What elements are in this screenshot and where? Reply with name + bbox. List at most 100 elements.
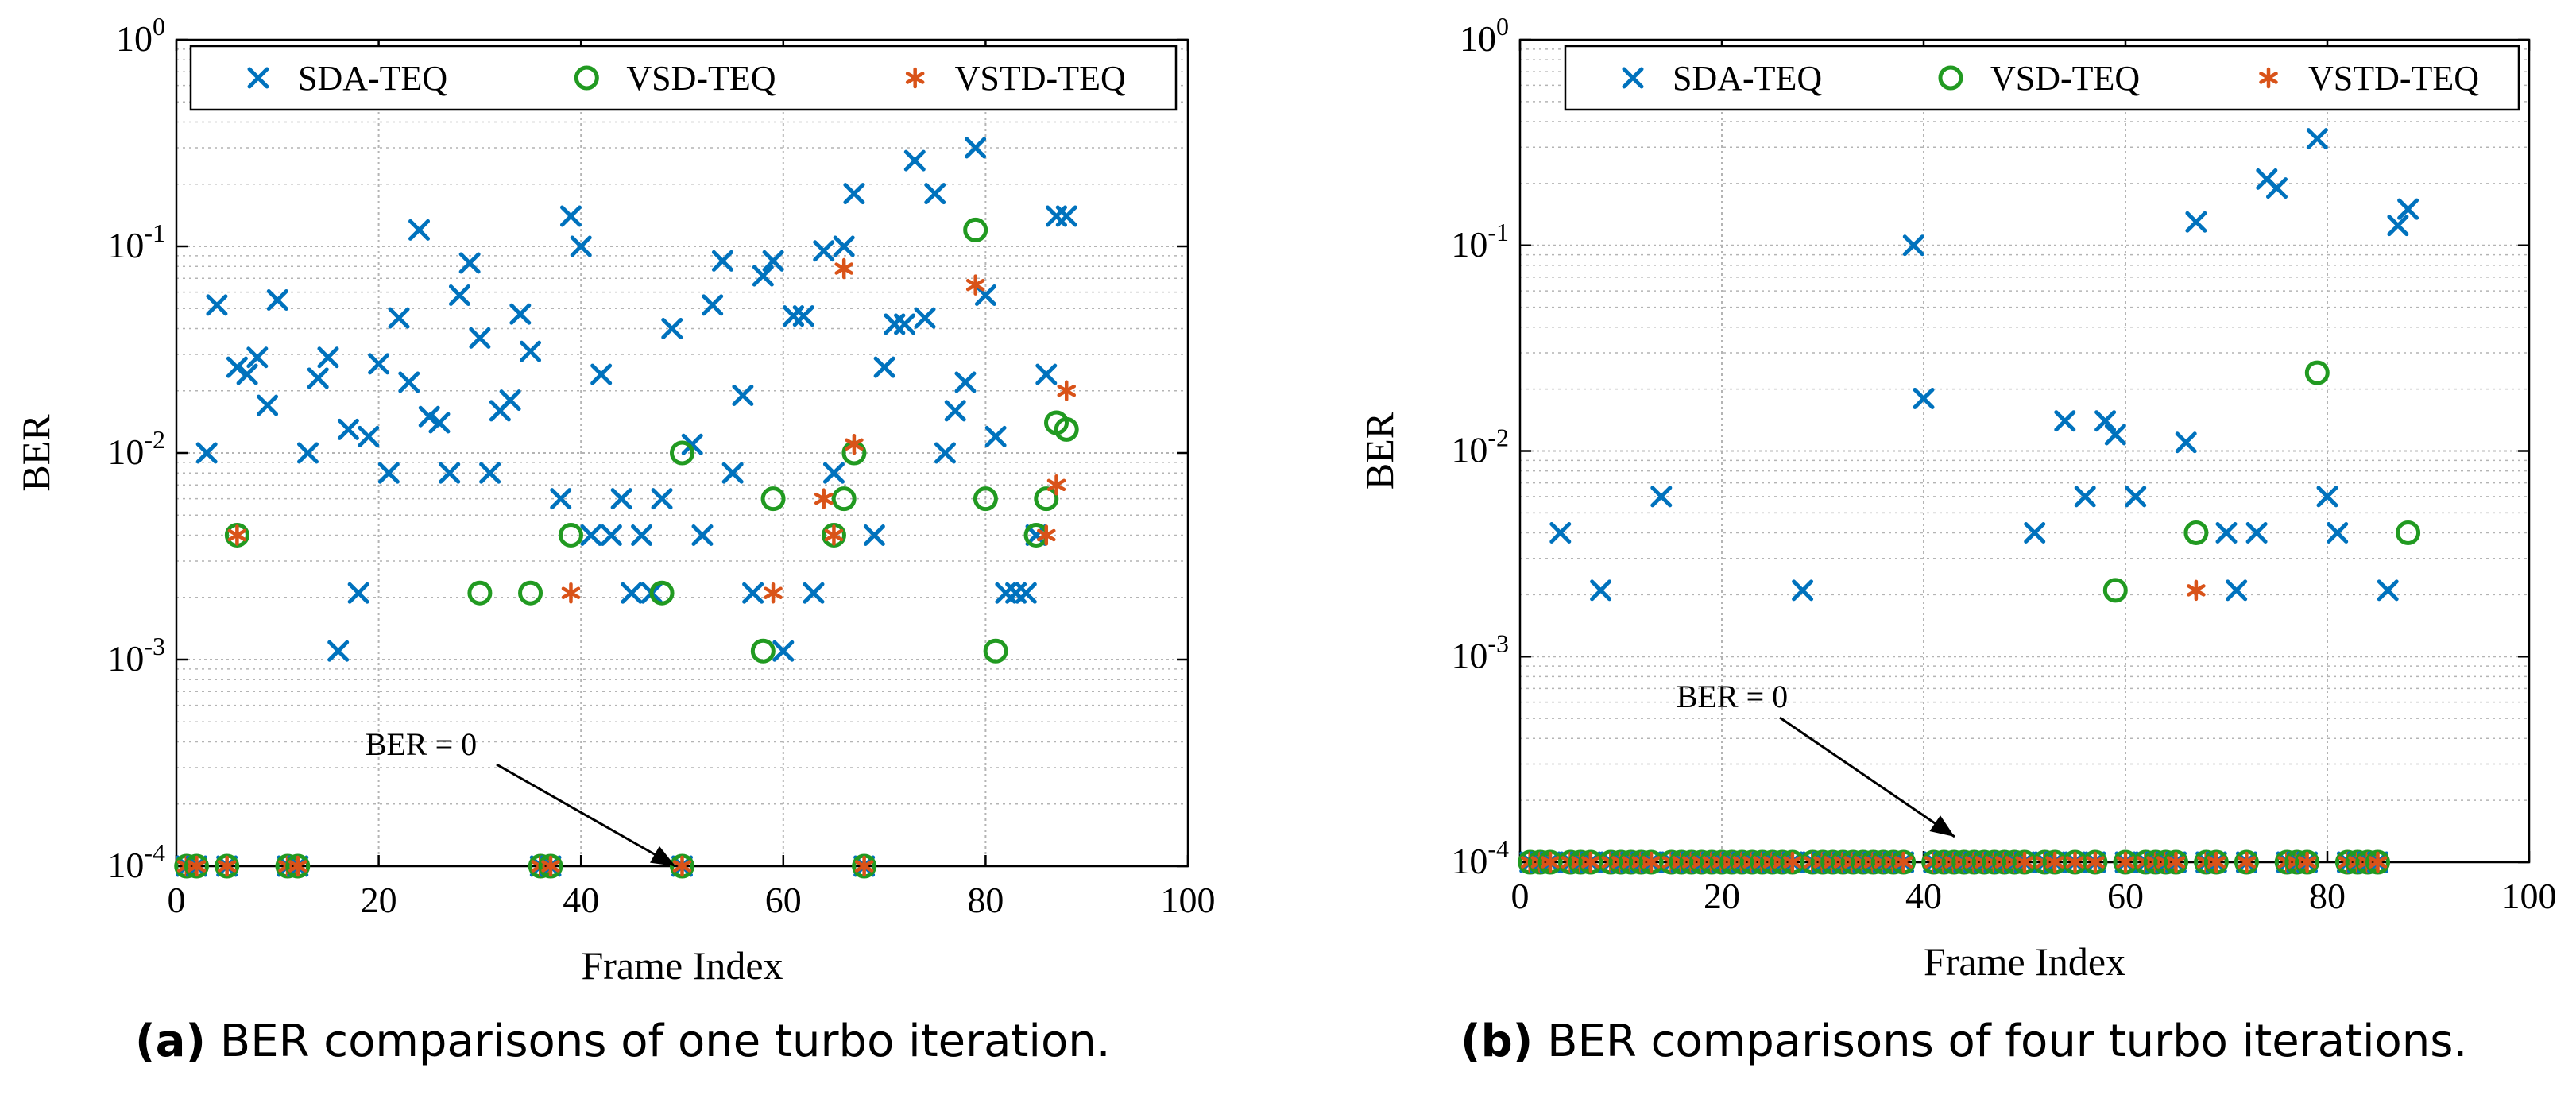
data-point — [772, 640, 795, 662]
data-point — [934, 442, 956, 464]
data-point — [1034, 486, 1059, 512]
legend-marker-stroke — [247, 67, 269, 89]
legend-marker — [247, 67, 269, 89]
data-point — [509, 303, 532, 325]
data-point — [1792, 579, 1814, 602]
data-point — [843, 183, 865, 205]
y-tick-base: 10 — [1451, 224, 1487, 265]
data-point-stroke — [358, 425, 380, 447]
data-point-stroke — [845, 438, 864, 451]
data-point-stroke — [337, 418, 359, 440]
data-point — [651, 488, 673, 510]
data-point-stroke — [246, 346, 269, 369]
data-point-stroke — [1057, 384, 1077, 397]
y-tick-exponent: -1 — [1487, 218, 1509, 246]
data-point — [2387, 215, 2409, 237]
data-point — [590, 363, 613, 385]
series-vstd-teq — [227, 257, 1077, 604]
legend-marker-stroke — [1622, 67, 1644, 89]
y-tick-exponent: -1 — [144, 219, 165, 247]
zero-point-stroke — [1783, 856, 1802, 869]
y-axis-label: BER — [14, 414, 58, 492]
y-tick-exponent: -4 — [1487, 834, 1509, 863]
data-point-stroke — [914, 307, 936, 329]
legend-marker — [574, 65, 599, 91]
data-point-stroke — [327, 640, 350, 662]
data-point — [1055, 205, 1077, 227]
caption-a: (a) BER comparisons of one turbo iterati… — [135, 1016, 1111, 1067]
data-point — [973, 486, 998, 512]
x-tick-label: 0 — [1511, 876, 1530, 916]
data-point-stroke — [1792, 579, 1814, 602]
data-point-stroke — [2397, 198, 2419, 220]
data-point — [2185, 211, 2207, 233]
data-point — [226, 356, 248, 378]
data-point-stroke — [1549, 521, 1572, 544]
data-point — [2316, 486, 2338, 508]
y-tick-label: 10-2 — [107, 425, 165, 472]
data-point — [831, 486, 857, 512]
data-point — [963, 217, 988, 242]
data-point-stroke — [2316, 486, 2338, 508]
y-tick-base: 10 — [107, 845, 144, 885]
data-point — [760, 486, 786, 512]
x-axis-label: Frame Index — [1924, 939, 2125, 984]
data-point — [792, 305, 814, 327]
data-point — [317, 346, 339, 369]
data-point — [2094, 410, 2117, 432]
zero-point-stroke — [2297, 856, 2317, 869]
annotation-text: BER = 0 — [1677, 679, 1788, 714]
zero-point — [1541, 851, 1560, 873]
data-point-stroke — [2125, 486, 2147, 508]
data-point — [337, 418, 359, 440]
zero-point — [672, 855, 692, 877]
data-point — [1025, 524, 1047, 546]
data-point — [649, 580, 675, 606]
data-point — [1035, 363, 1058, 385]
data-point-stroke — [824, 528, 844, 542]
caption-a-text: BER comparisons of one turbo iteration. — [219, 1016, 1111, 1067]
zero-point — [2237, 851, 2257, 873]
zero-point — [2015, 851, 2034, 873]
data-point-stroke — [195, 442, 218, 464]
zero-point — [2045, 851, 2064, 873]
data-point-stroke — [1913, 387, 1935, 409]
data-point — [236, 363, 258, 385]
data-point — [984, 425, 1007, 447]
data-point-stroke — [227, 528, 247, 542]
data-point — [903, 149, 926, 172]
series-vsd-teq — [2102, 360, 2421, 603]
data-point-stroke — [681, 433, 703, 455]
zero-point — [2116, 851, 2135, 873]
zero-point — [541, 855, 560, 877]
data-point-stroke — [1046, 478, 1066, 492]
data-point — [2396, 520, 2421, 545]
data-point-stroke — [1037, 528, 1056, 542]
data-point — [570, 235, 592, 257]
data-point-stroke — [2024, 521, 2046, 544]
data-point-stroke — [206, 294, 228, 316]
data-point-stroke — [764, 586, 783, 599]
zero-point-stroke — [2015, 856, 2034, 869]
data-point-stroke — [954, 371, 977, 393]
data-point — [1650, 486, 1673, 508]
y-tick-base: 10 — [116, 18, 153, 59]
data-point — [2245, 521, 2268, 544]
data-point — [559, 205, 582, 227]
data-point — [965, 274, 985, 296]
y-tick-base: 10 — [107, 638, 144, 679]
data-point — [2074, 486, 2096, 508]
zero-point — [2086, 851, 2105, 873]
data-point-stroke — [570, 235, 592, 257]
data-point-stroke — [226, 356, 248, 378]
legend-label: VSD-TEQ — [626, 59, 776, 98]
data-point — [600, 524, 622, 546]
legend-box — [1564, 45, 2520, 111]
data-point-stroke — [610, 488, 632, 510]
x-tick-label: 20 — [361, 880, 397, 920]
legend-marker-stroke — [2259, 72, 2278, 84]
data-point-stroke — [296, 442, 319, 464]
ber-zero-markers — [1518, 849, 2390, 875]
legend-label: VSTD-TEQ — [2308, 59, 2479, 98]
data-point — [944, 400, 966, 422]
